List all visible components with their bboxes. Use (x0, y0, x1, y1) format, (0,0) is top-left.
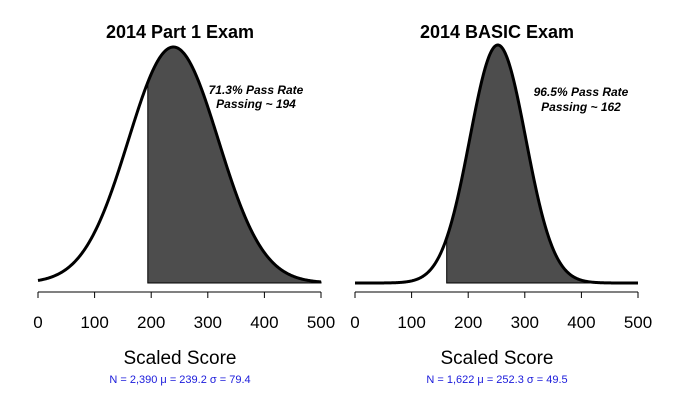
x-tick-label: 200 (137, 313, 165, 332)
x-tick-label: 400 (567, 313, 595, 332)
summary-stats: N = 2,390 μ = 239.2 σ = 79.4 (109, 374, 250, 386)
chart-title: 2014 BASIC Exam (420, 22, 574, 42)
x-tick-label: 0 (350, 313, 359, 332)
pass-rate-annotation: 96.5% Pass Rate (534, 85, 629, 99)
x-tick-label: 500 (624, 313, 652, 332)
passing-score-annotation: Passing ~ 194 (216, 97, 296, 111)
x-axis-label: Scaled Score (440, 348, 553, 369)
density-curve (37, 45, 322, 284)
x-tick-label: 300 (511, 313, 539, 332)
x-tick-label: 300 (194, 313, 222, 332)
passing-score-annotation: Passing ~ 162 (541, 100, 621, 114)
x-tick-label: 100 (397, 313, 425, 332)
chart-title: 2014 Part 1 Exam (106, 22, 254, 42)
pass-rate-annotation: 71.3% Pass Rate (209, 83, 304, 97)
x-axis-label: Scaled Score (123, 348, 236, 369)
shaded-pass-area (446, 44, 638, 284)
x-tick-label: 0 (33, 313, 42, 332)
x-tick-label: 400 (250, 313, 278, 332)
density-curve (355, 43, 638, 285)
x-tick-label: 500 (307, 313, 335, 332)
x-tick-label: 100 (80, 313, 108, 332)
x-tick-label: 200 (454, 313, 482, 332)
summary-stats: N = 1,622 μ = 252.3 σ = 49.5 (426, 374, 567, 386)
